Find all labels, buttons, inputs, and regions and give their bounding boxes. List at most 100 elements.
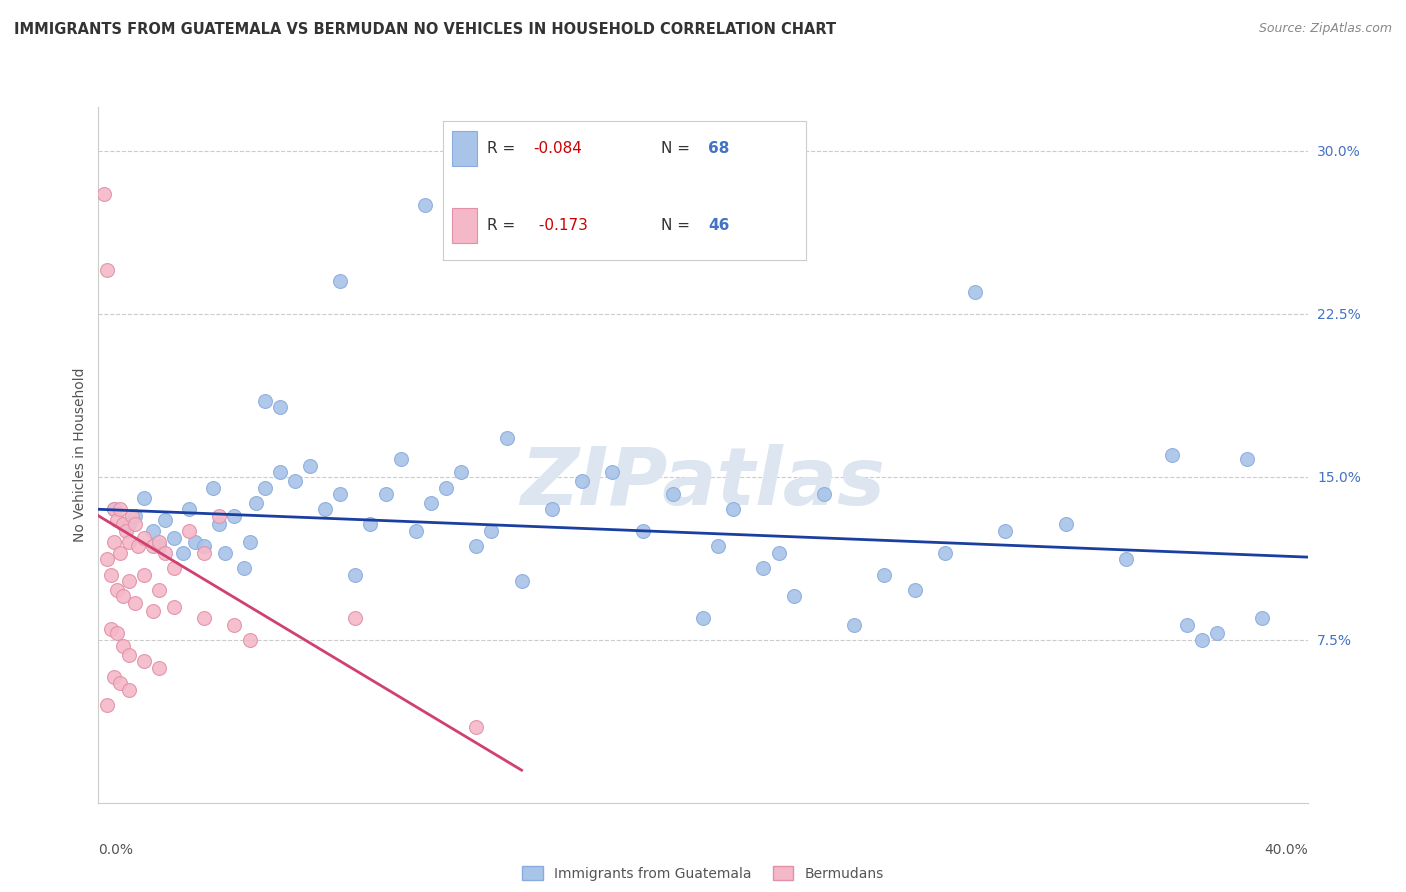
Point (344, 567, 367, 582)
Y-axis label: No Vehicles in Household: No Vehicles in Household (73, 368, 87, 542)
Point (153, 513, 176, 527)
Point (184, 535, 207, 549)
Point (481, 524, 503, 538)
Point (118, 648, 141, 662)
Point (111, 517, 134, 532)
Point (465, 720, 488, 734)
Point (208, 508, 231, 523)
Point (202, 481, 225, 495)
Point (148, 539, 170, 553)
Point (631, 524, 654, 538)
Point (844, 617, 866, 632)
Point (142, 605, 165, 619)
Point (148, 661, 170, 675)
Point (299, 458, 322, 473)
Point (100, 567, 122, 582)
Point (179, 524, 201, 538)
Point (108, 676, 131, 690)
Point (148, 582, 170, 597)
Point (132, 531, 155, 545)
Point (495, 431, 517, 445)
Point (118, 517, 141, 532)
Point (208, 517, 231, 532)
Point (193, 611, 215, 625)
Point (96, 263, 118, 277)
Point (103, 670, 125, 684)
Point (103, 535, 125, 549)
Text: ZIPatlas: ZIPatlas (520, 443, 886, 522)
Point (253, 393, 276, 408)
Point (994, 524, 1017, 538)
Point (329, 487, 352, 501)
Point (405, 524, 427, 538)
Point (420, 496, 443, 510)
Point (96, 698, 118, 712)
Point (124, 517, 146, 532)
Text: IMMIGRANTS FROM GUATEMALA VS BERMUDAN NO VEHICLES IN HOUSEHOLD CORRELATION CHART: IMMIGRANTS FROM GUATEMALA VS BERMUDAN NO… (14, 22, 837, 37)
Text: 40.0%: 40.0% (1264, 843, 1308, 857)
Point (510, 574, 533, 588)
Point (934, 546, 956, 560)
Point (163, 561, 186, 575)
Point (389, 452, 412, 467)
Point (108, 546, 131, 560)
Point (111, 639, 134, 653)
Point (269, 400, 291, 414)
Point (1160, 448, 1182, 462)
Point (108, 502, 131, 516)
Point (269, 466, 291, 480)
Point (329, 274, 352, 288)
Point (1115, 552, 1137, 566)
Point (768, 546, 790, 560)
Point (148, 535, 170, 549)
Point (245, 496, 267, 510)
Point (127, 539, 149, 553)
Point (163, 531, 186, 545)
Point (224, 508, 246, 523)
Point (172, 546, 194, 560)
Point (179, 502, 201, 516)
Point (153, 546, 176, 560)
Point (224, 617, 246, 632)
Point (374, 487, 396, 501)
Point (132, 655, 155, 669)
Point (111, 589, 134, 603)
Point (103, 502, 125, 516)
Point (692, 611, 714, 625)
Point (124, 596, 146, 610)
Point (723, 502, 745, 516)
Point (873, 567, 896, 582)
Point (100, 622, 122, 636)
Point (813, 487, 835, 501)
Point (707, 539, 730, 553)
Point (105, 626, 128, 640)
Point (239, 632, 262, 647)
Point (360, 517, 382, 532)
Point (118, 535, 141, 549)
Point (96, 552, 118, 566)
Text: Source: ZipAtlas.com: Source: ZipAtlas.com (1258, 22, 1392, 36)
Point (541, 502, 564, 516)
Point (142, 524, 165, 538)
Point (314, 502, 336, 516)
Point (163, 600, 186, 615)
Point (118, 682, 141, 697)
Point (103, 502, 125, 516)
Point (114, 524, 136, 538)
Point (1251, 611, 1274, 625)
Point (132, 567, 155, 582)
Point (434, 481, 457, 495)
Point (344, 611, 367, 625)
Point (193, 546, 215, 560)
Point (752, 561, 775, 575)
Point (413, 198, 436, 212)
Point (142, 539, 165, 553)
Point (1175, 617, 1198, 632)
Point (105, 513, 128, 527)
Point (124, 508, 146, 523)
Point (965, 285, 987, 299)
Point (1236, 452, 1258, 467)
Point (253, 481, 276, 495)
Point (105, 582, 128, 597)
Point (904, 582, 927, 597)
